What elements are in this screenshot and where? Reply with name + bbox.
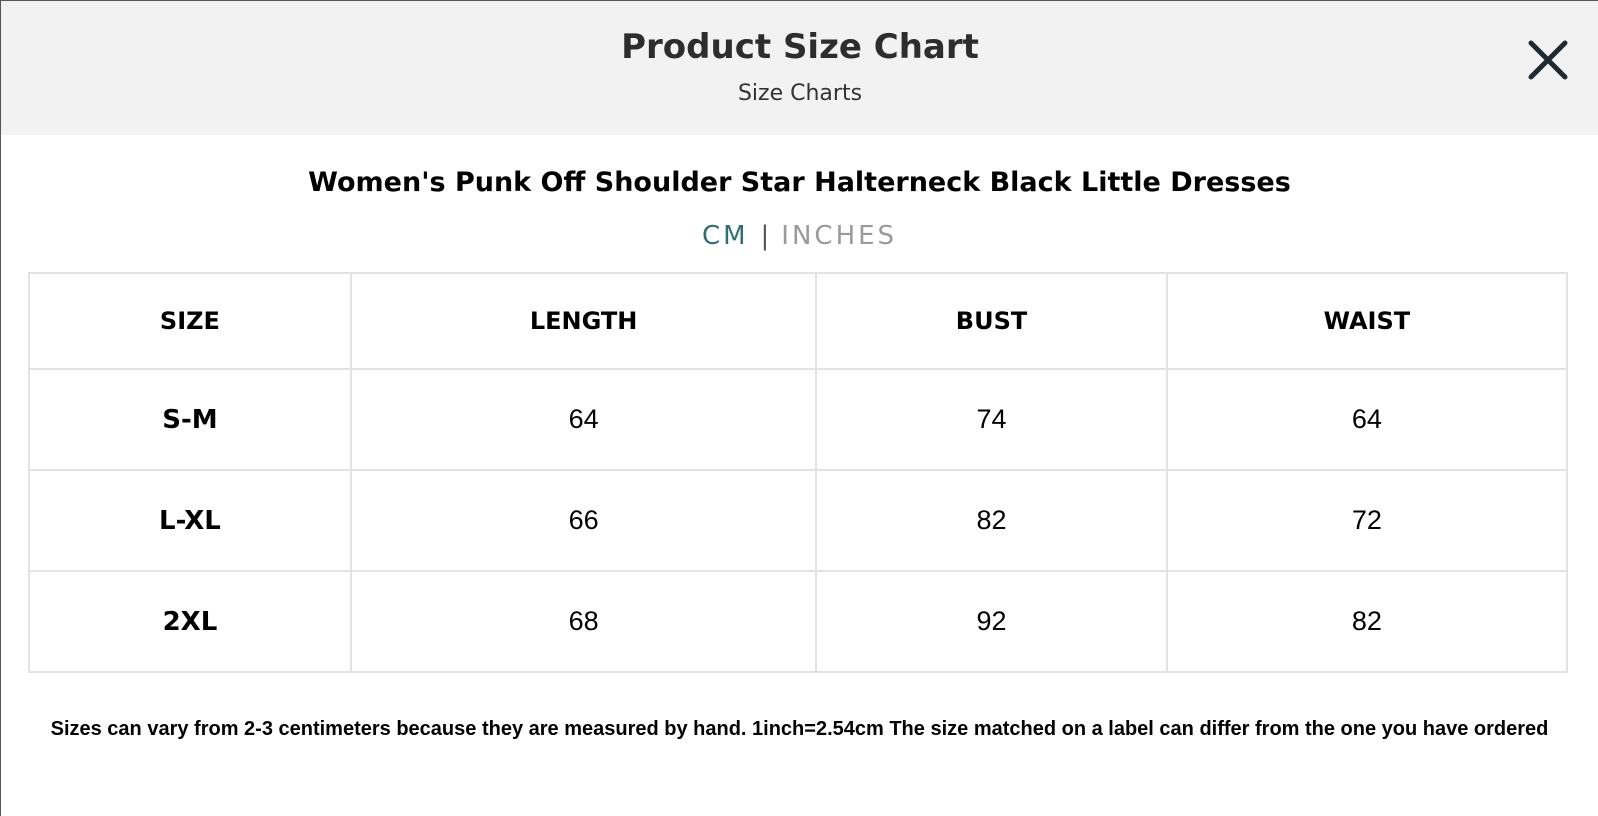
product-title: Women's Punk Off Shoulder Star Halternec… [308,167,1291,198]
size-cell: S-M [28,368,352,471]
waist-cell: 72 [1165,469,1569,572]
size-cell: L-XL [28,469,352,572]
length-cell: 68 [349,570,818,673]
table-header-row: SIZE LENGTH BUST WAIST [28,272,1569,370]
waist-cell: 82 [1165,570,1569,673]
column-header-waist: WAIST [1165,272,1569,370]
unit-toggle: CM | INCHES [1,221,1598,251]
bust-cell: 74 [815,368,1168,471]
size-table: SIZE LENGTH BUST WAIST S-M 64 74 64 L-XL… [28,272,1569,673]
table-row: 2XL 68 92 82 [28,570,1569,673]
modal-header: Product Size Chart Size Charts [1,1,1598,135]
unit-separator: | [760,221,770,251]
waist-cell: 64 [1165,368,1569,471]
length-cell: 66 [349,469,818,572]
column-header-length: LENGTH [349,272,818,370]
unit-inches-tab[interactable]: INCHES [781,221,898,251]
table-row: L-XL 66 82 72 [28,469,1569,572]
modal-title: Product Size Chart [621,27,979,67]
column-header-size: SIZE [28,272,352,370]
close-button[interactable] [1525,37,1571,83]
modal-subtitle: Size Charts [737,81,863,106]
unit-cm-tab[interactable]: CM [701,221,749,251]
bust-cell: 82 [815,469,1168,572]
table-row: S-M 64 74 64 [28,368,1569,471]
size-note: Sizes can vary from 2-3 centimeters beca… [50,718,1549,740]
column-header-bust: BUST [815,272,1168,370]
close-icon [1528,40,1568,80]
size-cell: 2XL [28,570,352,673]
bust-cell: 92 [815,570,1168,673]
length-cell: 64 [349,368,818,471]
